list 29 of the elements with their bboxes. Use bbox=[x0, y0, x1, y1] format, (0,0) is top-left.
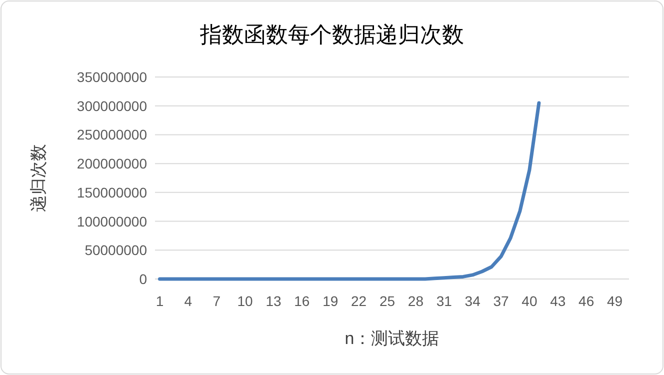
x-tick-label: 31 bbox=[436, 293, 452, 309]
x-tick-label: 1 bbox=[156, 293, 164, 309]
y-tick-label: 150000000 bbox=[76, 184, 148, 200]
x-tick-label: 49 bbox=[606, 293, 623, 309]
x-tick-label: 22 bbox=[351, 293, 367, 309]
x-tick-label: 46 bbox=[578, 293, 594, 309]
y-tick-label: 50000000 bbox=[84, 242, 148, 258]
x-tick-label: 28 bbox=[408, 293, 424, 309]
x-tick-label: 7 bbox=[212, 293, 221, 309]
y-tick-label: 200000000 bbox=[76, 156, 148, 172]
x-tick-label: 4 bbox=[184, 293, 192, 309]
x-axis-title: n：测试数据 bbox=[344, 329, 440, 348]
line-series bbox=[158, 101, 541, 281]
chart-title: 指数函数每个数据递归次数 bbox=[199, 22, 464, 47]
x-tick-label: 19 bbox=[322, 293, 338, 309]
y-tick-label: 100000000 bbox=[76, 213, 148, 230]
x-tick-label: 25 bbox=[379, 293, 396, 309]
x-tick-label: 16 bbox=[294, 293, 310, 309]
y-tick-label: 300000000 bbox=[76, 98, 148, 114]
y-tick-label: 350000000 bbox=[76, 69, 148, 85]
y-axis-title: 递归次数 bbox=[29, 144, 48, 212]
x-tick-label: 34 bbox=[464, 293, 481, 309]
x-tick-label: 37 bbox=[493, 293, 510, 309]
x-tick-label: 43 bbox=[550, 293, 566, 309]
y-tick-label: 250000000 bbox=[76, 126, 148, 143]
x-tick-label: 10 bbox=[237, 293, 254, 309]
x-tick-label: 40 bbox=[522, 293, 538, 309]
y-tick-label: 0 bbox=[139, 271, 148, 287]
x-tick-label: 13 bbox=[266, 293, 282, 309]
